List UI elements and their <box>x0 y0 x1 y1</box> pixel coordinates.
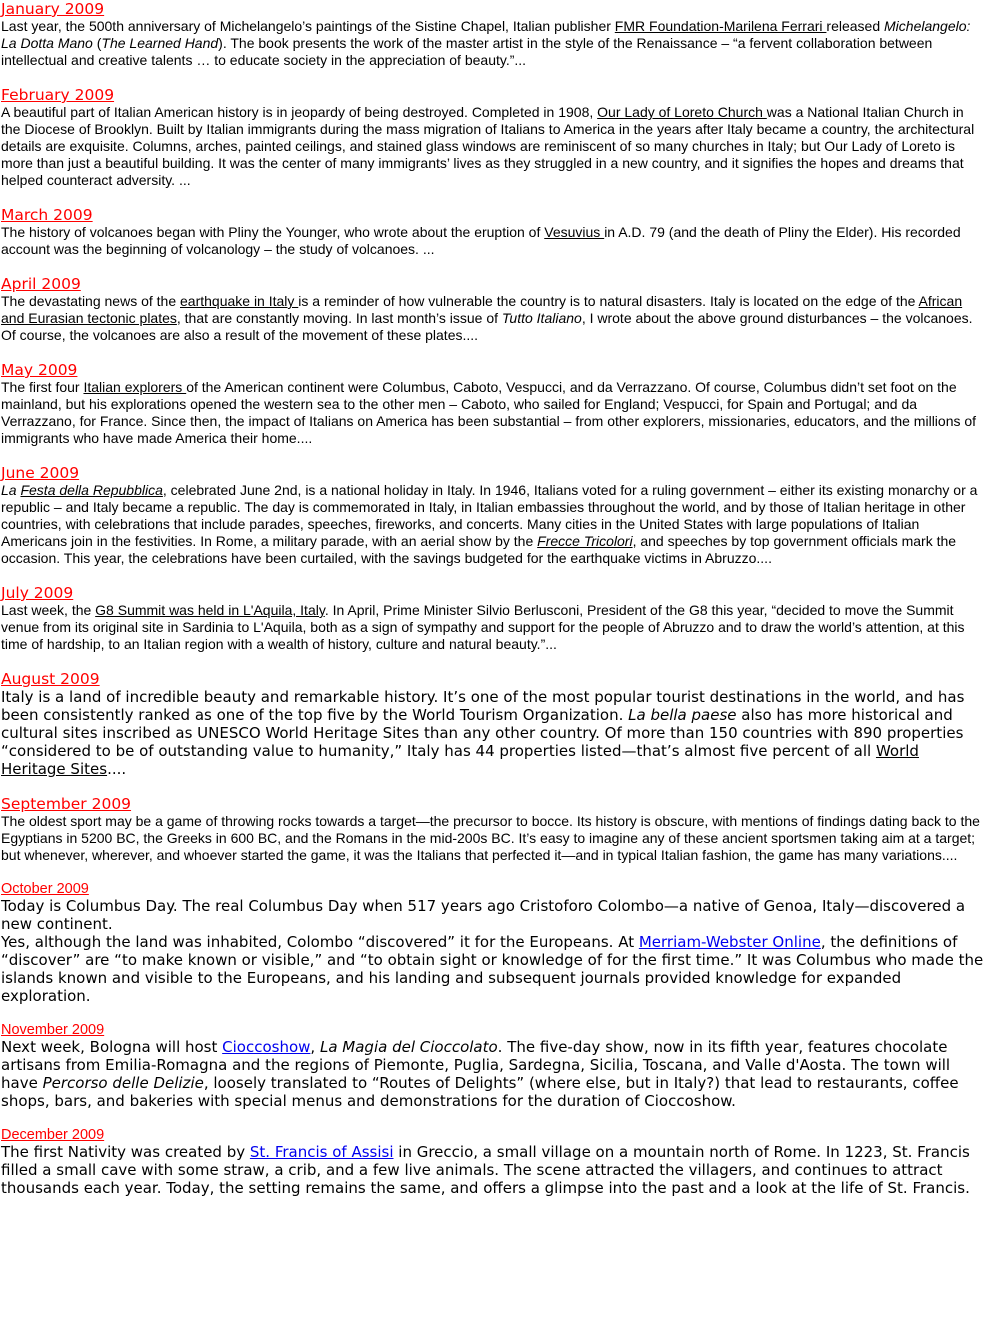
link-our-lady-of-loreto[interactable]: Our Lady of Loreto Church <box>597 104 767 120</box>
heading-december-2009[interactable]: December 2009 <box>1 1127 105 1143</box>
entry-september-2009: September 2009 The oldest sport may be a… <box>1 795 985 864</box>
text-segment: .... <box>107 760 127 778</box>
entry-july-2009: July 2009 Last week, the G8 Summit was h… <box>1 584 985 653</box>
link-earthquake-in-italy[interactable]: earthquake in Italy <box>180 293 299 309</box>
text-segment: , loosely translated to “Routes of Delig… <box>1 1074 959 1110</box>
text-segment: was a National Italian Church in the Dio… <box>1 104 975 188</box>
link-festa-della-repubblica[interactable]: Festa della Repubblica <box>20 482 163 498</box>
entry-text: A beautiful part of Italian American his… <box>1 104 985 189</box>
entry-text: The devastating news of the earthquake i… <box>1 293 985 344</box>
link-g8-summit[interactable]: G8 Summit was held in L'Aquila, Italy <box>95 602 325 618</box>
text-segment: , I wrote about the above ground disturb… <box>1 310 973 343</box>
text-segment: Italy is a land of incredible beauty and… <box>1 688 965 724</box>
text-segment: The first four <box>1 379 84 395</box>
entry-text: La Festa della Repubblica, celebrated Ju… <box>1 482 985 567</box>
text-segment: The history of volcanoes began with Plin… <box>1 224 545 240</box>
text-segment: The first Nativity was created by <box>1 1143 250 1161</box>
italic-phrase: La Magia del Cioccolato <box>319 1038 498 1056</box>
entry-february-2009: February 2009 A beautiful part of Italia… <box>1 86 985 189</box>
heading-november-2009[interactable]: November 2009 <box>1 1022 105 1038</box>
link-fmr-foundation[interactable]: FMR Foundation-Marilena Ferrari <box>614 18 827 34</box>
text-segment: . In April, Prime Minister Silvio Berlus… <box>1 602 965 652</box>
entry-january-2009: January 2009 Last year, the 500th annive… <box>1 0 985 69</box>
entry-march-2009: March 2009 The history of volcanoes bega… <box>1 206 985 258</box>
text-segment: Last week, the <box>1 602 96 618</box>
text-segment: . The five-day show, now in its fifth ye… <box>1 1038 951 1092</box>
text-segment: ). The book presents the work of the mas… <box>1 35 933 68</box>
link-world-heritage-sites[interactable]: World Heritage Sites <box>1 742 919 778</box>
entry-text: Last week, the G8 Summit was held in L'A… <box>1 602 985 653</box>
text-segment: also has more historical and cultural si… <box>1 706 964 760</box>
entry-text: Next week, Bologna will host Cioccoshow,… <box>1 1038 985 1110</box>
italic-phrase: Percorso delle Delizie <box>42 1074 204 1092</box>
text-segment: Next week, Bologna will host <box>1 1038 223 1056</box>
link-merriam-webster[interactable]: Merriam-Webster Online <box>638 933 821 951</box>
entry-june-2009: June 2009 La Festa della Repubblica, cel… <box>1 464 985 567</box>
text-segment: La <box>1 482 21 498</box>
text-segment: , that are constantly moving. In last mo… <box>176 310 502 326</box>
text-segment: , and speeches by top government officia… <box>1 533 957 566</box>
text-segment: , celebrated June 2nd, is a national hol… <box>1 482 978 549</box>
text-segment: Yes, although the land was inhabited, Co… <box>1 933 639 951</box>
entry-text: Italy is a land of incredible beauty and… <box>1 688 985 778</box>
text-segment: , the definitions of “discover” are “to … <box>1 933 984 1005</box>
entry-november-2009: November 2009 Next week, Bologna will ho… <box>1 1022 985 1110</box>
text-segment: The oldest sport may be a game of throwi… <box>1 813 980 863</box>
link-italian-explorers[interactable]: Italian explorers <box>83 379 187 395</box>
heading-may-2009[interactable]: May 2009 <box>1 361 78 379</box>
entry-text: The oldest sport may be a game of throwi… <box>1 813 985 864</box>
entry-april-2009: April 2009 The devastating news of the e… <box>1 275 985 344</box>
entry-december-2009: December 2009 The first Nativity was cre… <box>1 1127 985 1197</box>
text-segment: in A.D. 79 (and the death of Pliny the E… <box>1 224 961 257</box>
heading-june-2009[interactable]: June 2009 <box>1 464 80 482</box>
book-subtitle: The Learned Hand <box>101 35 219 51</box>
entry-october-2009: October 2009 Today is Columbus Day. The … <box>1 881 985 1005</box>
entry-may-2009: May 2009 The first four Italian explorer… <box>1 361 985 447</box>
link-frecce-tricolori[interactable]: Frecce Tricolori <box>537 533 633 549</box>
magazine-title: Tutto Italiano <box>501 310 582 326</box>
heading-january-2009[interactable]: January 2009 <box>1 0 105 18</box>
entry-text: The first four Italian explorers of the … <box>1 379 985 447</box>
text-segment: released <box>826 18 885 34</box>
heading-july-2009[interactable]: July 2009 <box>1 584 74 602</box>
text-segment: A beautiful part of Italian American his… <box>1 104 598 120</box>
text-segment: The devastating news of the <box>1 293 180 309</box>
text-segment: Last year, the 500th anniversary of Mich… <box>1 18 615 34</box>
heading-april-2009[interactable]: April 2009 <box>1 275 81 293</box>
italic-phrase: La bella paese <box>628 706 737 724</box>
text-segment: of the American continent were Columbus,… <box>1 379 977 446</box>
link-st-francis-of-assisi[interactable]: St. Francis of Assisi <box>249 1143 394 1161</box>
link-cioccoshow[interactable]: Cioccoshow <box>222 1038 311 1056</box>
entry-text: The first Nativity was created by St. Fr… <box>1 1143 985 1197</box>
entry-text-paragraph-2: Yes, although the land was inhabited, Co… <box>1 933 985 1005</box>
text-segment: , <box>310 1038 320 1056</box>
heading-february-2009[interactable]: February 2009 <box>1 86 115 104</box>
link-vesuvius[interactable]: Vesuvius <box>544 224 605 240</box>
entry-august-2009: August 2009 Italy is a land of incredibl… <box>1 670 985 778</box>
archive-page: January 2009 Last year, the 500th annive… <box>1 0 985 1197</box>
text-segment: is a reminder of how vulnerable the coun… <box>298 293 919 309</box>
book-title: Michelangelo: La Dotta Mano <box>1 18 971 51</box>
entry-text: The history of volcanoes began with Plin… <box>1 224 985 258</box>
heading-march-2009[interactable]: March 2009 <box>1 206 93 224</box>
heading-september-2009[interactable]: September 2009 <box>1 795 132 813</box>
text-segment: in Greccio, a small village on a mountai… <box>1 1143 970 1197</box>
heading-october-2009[interactable]: October 2009 <box>1 881 89 897</box>
link-tectonic-plates[interactable]: African and Eurasian tectonic plates <box>1 293 963 326</box>
entry-text: Last year, the 500th anniversary of Mich… <box>1 18 985 69</box>
entry-text-paragraph-1: Today is Columbus Day. The real Columbus… <box>1 897 966 933</box>
text-segment: ( <box>92 35 102 51</box>
heading-august-2009[interactable]: August 2009 <box>1 670 100 688</box>
